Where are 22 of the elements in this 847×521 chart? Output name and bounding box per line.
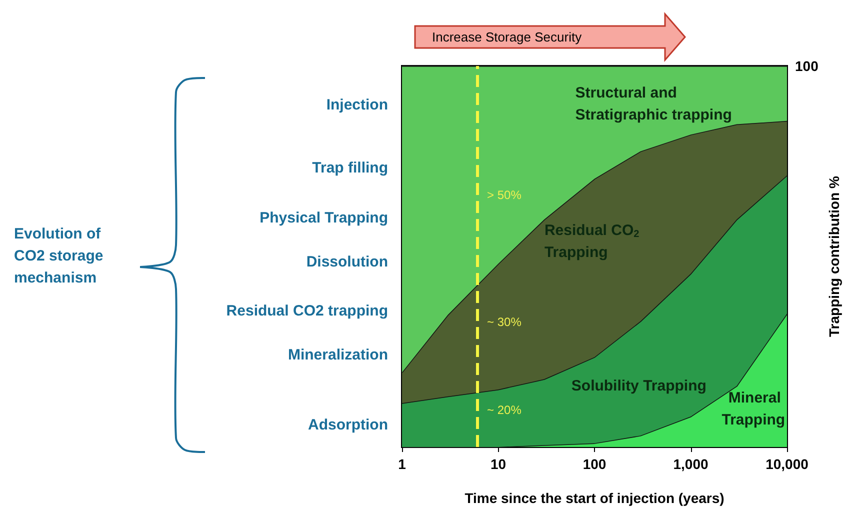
x-tick-label: 100 bbox=[582, 456, 606, 472]
annotation: ~ 20% bbox=[487, 403, 522, 417]
x-tick-label: 10 bbox=[490, 456, 506, 472]
annotation: > 50% bbox=[487, 188, 522, 202]
text: Trap filling bbox=[312, 160, 388, 176]
y-axis-title: Trapping contribution % bbox=[826, 175, 842, 337]
text: Increase Storage Security bbox=[432, 30, 582, 44]
text: Injection bbox=[326, 96, 388, 114]
text: Residual CO2 trapping bbox=[226, 302, 388, 320]
text: Evolution of CO2 storage mechanism bbox=[14, 226, 108, 286]
series-label: Solubility Trapping bbox=[571, 378, 706, 395]
x-tick-label: 10,000 bbox=[766, 456, 809, 472]
x-tick-label: 1,000 bbox=[673, 456, 708, 472]
x-axis-title: Time since the start of injection (years) bbox=[464, 490, 724, 506]
text: Dissolution bbox=[306, 254, 388, 270]
text: Adsorption bbox=[308, 416, 388, 434]
text: Physical Trapping bbox=[260, 210, 388, 226]
annotation: ~ 30% bbox=[487, 315, 522, 329]
series-label: Structural and Stratigraphic trapping bbox=[575, 84, 732, 124]
text: Mineralization bbox=[288, 346, 388, 364]
series-label: Mineral Trapping bbox=[722, 389, 786, 428]
x-tick-label: 1 bbox=[398, 456, 406, 472]
